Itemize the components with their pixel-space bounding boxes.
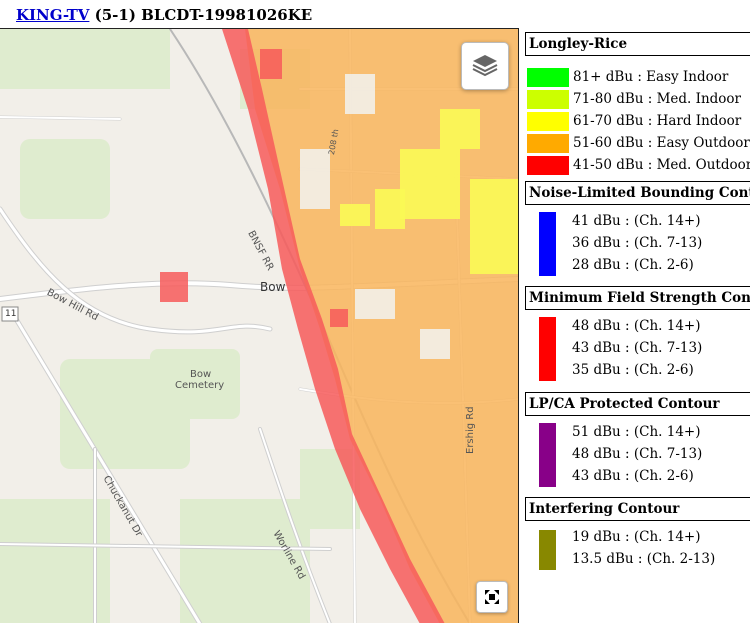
route-11-shield [1,306,19,322]
noise-limited-item: 41 dBu : (Ch. 14+) [572,213,701,229]
longley-rice-title: Longley-Rice [525,32,750,56]
minimum-field-swatch [539,317,556,381]
page-title: KING-TV (5-1) BLCDT-19981026KE [16,6,312,24]
map-canvas [0,29,518,623]
coverage-med-outdoor [160,29,445,623]
legend-swatch [527,155,569,175]
longley-item: 71-80 dBu : Med. Indoor [525,88,750,110]
layers-button[interactable] [461,42,509,90]
legend-minimum-field: Minimum Field Strength Contour 48 dBu : … [525,286,750,386]
label-route-11: 11 [5,309,17,319]
legend-swatch [527,133,569,153]
fullscreen-button[interactable] [476,581,508,613]
application-id: (5-1) BLCDT-19981026KE [89,6,313,24]
lpca-item: 48 dBu : (Ch. 7-13) [572,446,703,462]
interfering-item: 13.5 dBu : (Ch. 2-13) [572,551,716,567]
station-link[interactable]: KING-TV [16,6,90,24]
minimum-field-item: 48 dBu : (Ch. 14+) [572,318,701,334]
coverage-gaps [300,74,450,359]
lpca-title: LP/CA Protected Contour [525,392,750,416]
fullscreen-icon [485,590,499,604]
title-bar: KING-TV (5-1) BLCDT-19981026KE [0,0,750,28]
longley-item: 81+ dBu : Easy Indoor [525,66,750,88]
coverage-map[interactable]: Bow Bow Hill Rd BNSF RR Bow Cemetery Chu… [0,28,519,623]
lpca-item: 51 dBu : (Ch. 14+) [572,424,701,440]
label-bow: Bow [260,280,286,294]
minimum-field-item: 35 dBu : (Ch. 2-6) [572,362,694,378]
coverage-hard-indoor [340,109,518,274]
noise-limited-title: Noise-Limited Bounding Contour [525,181,750,205]
legend-interfering: Interfering Contour 19 dBu : (Ch. 14+) 1… [525,497,750,577]
layers-icon [472,55,498,77]
legend-panel: Longley-Rice 81+ dBu : Easy Indoor 71-80… [525,28,750,623]
label-bow-cemetery-1: Bow [190,369,212,380]
longley-item: 41-50 dBu : Med. Outdoor [525,154,750,176]
longley-item: 51-60 dBu : Easy Outdoor [525,132,750,154]
label-bow-cemetery-2: Cemetery [175,380,225,391]
noise-limited-item: 28 dBu : (Ch. 2-6) [572,257,694,273]
label-ershig-rd: Ershig Rd [465,406,476,454]
lpca-item: 43 dBu : (Ch. 2-6) [572,468,694,484]
legend-longley-rice: Longley-Rice 81+ dBu : Easy Indoor 71-80… [525,32,750,176]
noise-limited-item: 36 dBu : (Ch. 7-13) [572,235,703,251]
legend-swatch [527,67,569,87]
interfering-title: Interfering Contour [525,497,750,521]
legend-swatch [527,89,569,109]
interfering-item: 19 dBu : (Ch. 14+) [572,529,701,545]
minimum-field-item: 43 dBu : (Ch. 7-13) [572,340,703,356]
legend-lpca: LP/CA Protected Contour 51 dBu : (Ch. 14… [525,392,750,492]
interfering-swatch [539,530,556,570]
minimum-field-title: Minimum Field Strength Contour [525,286,750,310]
legend-noise-limited: Noise-Limited Bounding Contour 41 dBu : … [525,181,750,281]
noise-limited-swatch [539,212,556,276]
lpca-swatch [539,423,556,487]
legend-swatch [527,111,569,131]
longley-item: 61-70 dBu : Hard Indoor [525,110,750,132]
